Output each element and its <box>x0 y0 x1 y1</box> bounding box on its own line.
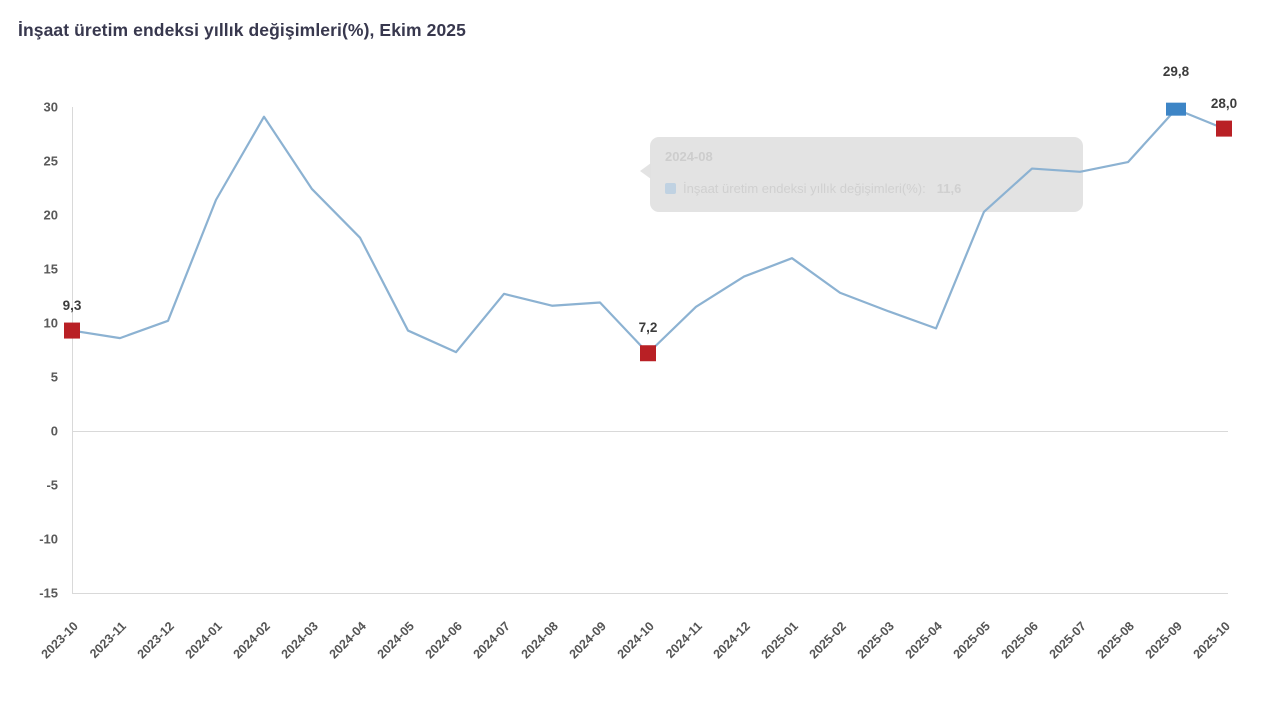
y-tick-label: -5 <box>46 477 58 493</box>
y-tick-label: 5 <box>50 369 58 385</box>
series-marker-icon <box>665 183 676 194</box>
y-tick-label: 20 <box>43 207 58 223</box>
y-tick-label: 15 <box>43 261 58 277</box>
chart-title: İnşaat üretim endeksi yıllık değişimleri… <box>18 20 466 40</box>
data-point-marker-red[interactable] <box>64 322 80 339</box>
y-tick-label: 25 <box>43 153 58 169</box>
tooltip-series-row: İnşaat üretim endeksi yıllık değişimleri… <box>665 181 961 196</box>
y-tick-label: -10 <box>39 531 58 547</box>
data-point-value-label: 28,0 <box>1210 95 1238 111</box>
data-point-value-label: 9,3 <box>62 297 82 313</box>
tooltip: 2024-08 İnşaat üretim endeksi yıllık değ… <box>640 137 1083 212</box>
y-tick-label: 30 <box>43 99 58 115</box>
y-axis-line <box>72 107 73 593</box>
series-line <box>71 108 1225 355</box>
y-tick-label: -15 <box>39 585 58 601</box>
tooltip-date: 2024-08 <box>665 149 713 164</box>
zero-gridline <box>72 431 1228 432</box>
data-point-value-label: 29,8 <box>1162 64 1190 80</box>
data-point-marker-blue[interactable] <box>1166 102 1186 116</box>
data-point-value-label: 7,2 <box>638 320 658 336</box>
data-point-marker-red[interactable] <box>1216 120 1232 137</box>
y-tick-label: 10 <box>43 315 58 331</box>
tooltip-series-label: İnşaat üretim endeksi yıllık değişimleri… <box>683 181 926 196</box>
y-tick-label: 0 <box>50 423 58 439</box>
data-point-marker-red[interactable] <box>640 345 656 362</box>
tooltip-value: 11,6 <box>936 181 962 196</box>
x-axis-line <box>72 593 1228 594</box>
